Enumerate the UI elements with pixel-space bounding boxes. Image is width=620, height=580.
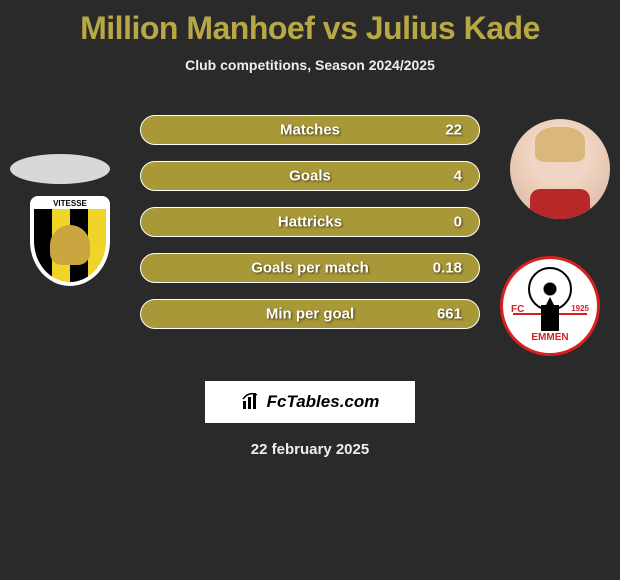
stat-row-min-per-goal: Min per goal 661 [140, 299, 480, 329]
tower-icon [541, 305, 559, 331]
stat-label: Min per goal [140, 306, 480, 323]
stat-row-hattricks: Hattricks 0 [140, 207, 480, 237]
stat-label: Goals per match [140, 260, 480, 277]
stat-label: Hattricks [140, 214, 480, 231]
chart-icon [241, 389, 263, 416]
footer-date: 22 february 2025 [0, 441, 620, 458]
stat-value: 22 [445, 122, 462, 139]
page-title: Million Manhoef vs Julius Kade [0, 0, 620, 47]
stat-bars: Matches 22 Goals 4 Hattricks 0 Goals per… [140, 115, 480, 345]
stat-label: Goals [140, 168, 480, 185]
stat-row-goals: Goals 4 [140, 161, 480, 191]
vitesse-label: VITESSE [34, 198, 106, 209]
stat-row-matches: Matches 22 [140, 115, 480, 145]
vitesse-shield-icon: VITESSE [30, 196, 110, 286]
emmen-circle-icon: FC 1925 EMMEN [500, 256, 600, 356]
club-left-badge: VITESSE [20, 191, 120, 291]
player-right-avatar [510, 119, 610, 219]
brand-text: FcTables.com [267, 392, 380, 412]
emmen-fc-text: FC [511, 304, 524, 315]
stat-value: 0.18 [433, 260, 462, 277]
comparison-area: VITESSE FC 1925 EMMEN Matches 22 Goals 4… [0, 101, 620, 361]
player-left-avatar [10, 154, 110, 184]
page-subtitle: Club competitions, Season 2024/2025 [0, 57, 620, 73]
stat-row-goals-per-match: Goals per match 0.18 [140, 253, 480, 283]
emmen-name-text: EMMEN [503, 332, 597, 343]
stat-value: 0 [454, 214, 462, 231]
emmen-year-text: 1925 [571, 304, 589, 313]
stat-label: Matches [140, 122, 480, 139]
club-right-badge: FC 1925 EMMEN [500, 256, 600, 356]
stat-value: 4 [454, 168, 462, 185]
brand-box: FcTables.com [205, 381, 415, 423]
eagle-icon [50, 225, 90, 265]
stat-value: 661 [437, 306, 462, 323]
